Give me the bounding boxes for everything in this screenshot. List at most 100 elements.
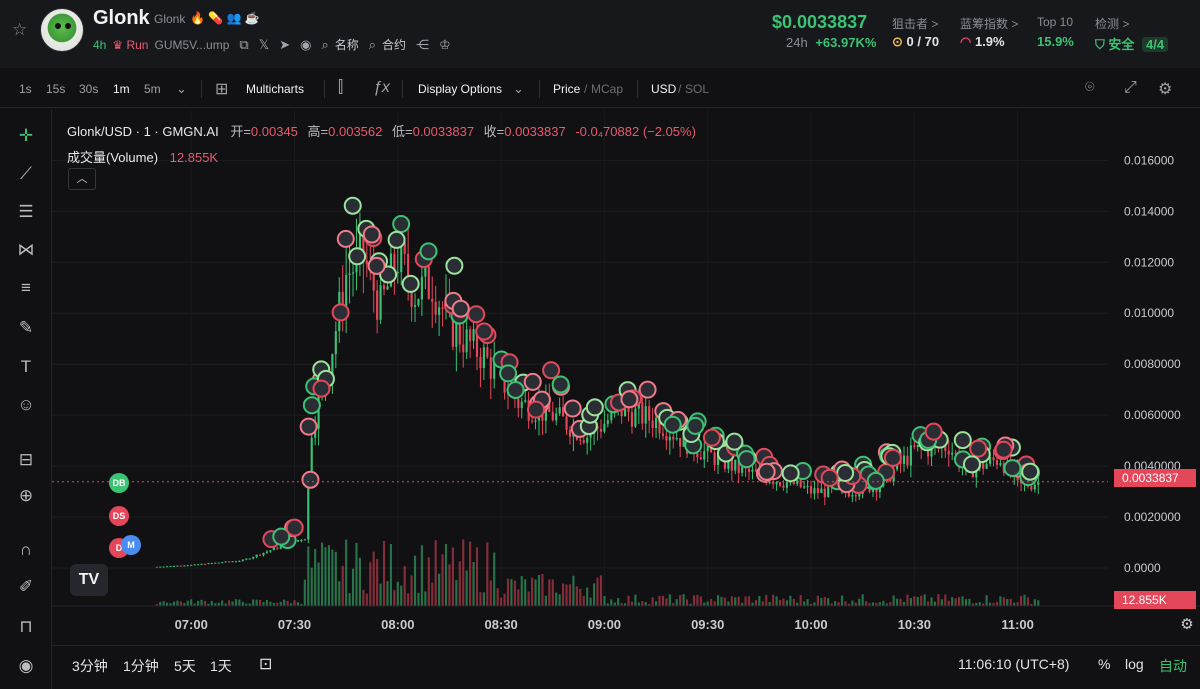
crown-icon[interactable]: ♔ [439,36,451,52]
clock-display[interactable]: 11:06:10 (UTC+8) [958,656,1070,672]
volume-bar [475,547,479,606]
lock-drawing-icon[interactable]: ✐ [18,577,34,596]
candle-body [486,347,489,358]
lock-icon[interactable]: ⊓ [19,617,33,636]
audit-stat[interactable]: 检测 > ⛉ 安全 4/4 [1095,15,1169,52]
interval-30s[interactable]: 30s [79,82,99,96]
trade-avatar-bubble [336,229,355,248]
log-toggle[interactable]: log [1125,656,1144,672]
candle-body [906,455,909,466]
camera-icon[interactable]: ⌾ [1085,79,1095,96]
trade-avatar-bubble [451,299,470,318]
brush-icon[interactable]: ✎ [18,318,34,337]
trend-line-icon[interactable]: ⟋ [20,164,32,183]
candle-body [999,463,1002,465]
display-options-chevron-icon[interactable]: ⌄ [513,81,524,96]
fullscreen-icon[interactable]: ⤢ [1124,79,1137,96]
settings-gear-icon[interactable]: ⚙ [1158,81,1173,98]
search-contract-link[interactable]: 合约 [382,38,407,52]
text-tool-icon[interactable]: T [20,357,32,376]
add-chart-icon[interactable]: ⊞ [215,81,229,98]
volume-bar [172,601,176,606]
price-toggle[interactable]: Price [553,82,581,96]
trader-marker-m[interactable]: M [121,535,141,555]
candle-type-icon[interactable]: ⫿ [338,79,344,96]
search-name-link[interactable]: 名称 [334,38,359,52]
candle-body [465,329,468,353]
website-icon[interactable]: ◉ [300,36,312,52]
price-chart[interactable]: 0.00000.00200000.00400000.00600000.00800… [52,110,1200,645]
emoji-icon[interactable]: ☺ [17,395,35,414]
token-title: Glonk [93,7,150,29]
token-badges: 🔥 💊 👥 ☕ [190,11,260,25]
candle-body [493,361,496,379]
volume-bar [317,562,320,606]
volume-bar [648,603,651,606]
share-icon[interactable]: ⋲ [416,36,430,52]
trader-marker-db[interactable]: DB [109,473,129,493]
search-name-icon[interactable]: ⌕ [321,36,329,52]
tradingview-logo[interactable]: TV [70,564,108,596]
range-5d[interactable]: 5天 [174,658,196,674]
volume-bar [620,602,623,606]
mcap-toggle[interactable]: MCap [591,82,624,96]
interval-1m[interactable]: 1m [113,82,130,96]
sol-toggle[interactable]: SOL [685,82,710,96]
indicators-fx-icon[interactable]: ƒx [373,79,390,96]
volume-bar [758,596,761,606]
display-options-button[interactable]: Display Options [418,82,503,96]
volume-bar [875,602,878,606]
bluechip-stat[interactable]: 蓝筹指数 > ◠ 1.9% [960,15,1018,49]
volume-bar [644,601,647,606]
trade-avatar-bubble [663,415,682,434]
volume-bar [555,592,558,606]
candle-body [854,495,857,497]
range-3m[interactable]: 3分钟 [72,658,108,674]
magnet-icon[interactable]: ∩ [19,540,33,559]
contract-address[interactable]: GUM5V...ump [154,37,230,52]
volume-bar [334,551,337,606]
volume-bar [744,596,747,606]
usd-toggle[interactable]: USD [651,82,677,96]
favorite-star-icon[interactable]: ☆ [12,20,28,39]
crosshair-icon[interactable]: ✛ [18,126,34,145]
trader-marker-ds[interactable]: DS [109,506,129,526]
range-1d[interactable]: 1天 [210,658,232,674]
telegram-icon[interactable]: ➤ [279,36,291,52]
collapse-legend-chevron-icon[interactable]: ︿ [68,168,96,190]
fib-tool-icon[interactable]: ≡ [21,278,31,297]
calendar-range-icon[interactable]: ⊡ [259,656,273,673]
search-contract-icon[interactable]: ⌕ [368,36,377,52]
drawing-tools-sidebar: ✛ ⟋ ☰ ⋈ ≡ ✎ T ☺ ⊟ ⊕ ∩ ✐ ⊓ ◉ [0,110,52,689]
ruler-icon[interactable]: ⊟ [18,450,34,469]
candle-body [716,454,720,465]
volume-bar [338,581,341,606]
auto-scale-toggle[interactable]: 自动 [1159,658,1187,674]
multicharts-button[interactable]: Multicharts [246,82,305,96]
volume-bar [902,601,906,606]
zoom-in-icon[interactable]: ⊕ [18,486,34,505]
range-1m[interactable]: 1分钟 [123,658,159,674]
copy-icon[interactable]: ⧉ [239,36,249,52]
eye-visibility-icon[interactable]: ◉ [18,656,34,675]
percent-toggle[interactable]: % [1098,656,1111,672]
audit-label: 检测 > [1095,17,1130,31]
snipers-stat[interactable]: 狙击者 > ⊙ 0 / 70 [892,15,939,49]
trade-avatar-bubble [994,440,1013,459]
interval-15s[interactable]: 15s [46,82,66,96]
candle-body [995,460,999,465]
candle-body [193,564,196,566]
interval-1s[interactable]: 1s [19,82,32,96]
interval-dropdown-chevron-icon[interactable]: ⌄ [176,81,187,96]
pattern-tool-icon[interactable]: ⋈ [17,240,35,259]
interval-5m[interactable]: 5m [144,82,161,96]
x-twitter-icon[interactable]: 𝕏 [258,36,270,52]
volume-bar [747,596,751,606]
horizontal-lines-icon[interactable]: ☰ [18,202,34,221]
volume-bar [871,602,875,606]
top10-stat[interactable]: Top 10 15.9% [1037,15,1074,49]
fire-icon: 🔥 [190,11,205,25]
volume-bar [503,593,506,606]
volume-bar [351,568,355,606]
volume-bar [493,552,496,606]
